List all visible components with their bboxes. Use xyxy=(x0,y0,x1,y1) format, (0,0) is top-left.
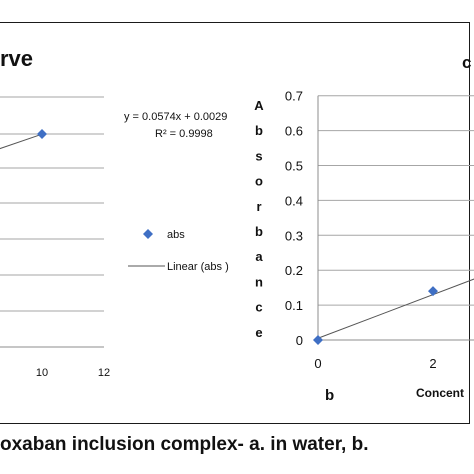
chart-a-plot xyxy=(0,129,104,348)
chart-b-y-axis-label-letter: c xyxy=(255,300,262,315)
chart-a-equation: y = 0.0574x + 0.0029 xyxy=(124,111,227,123)
chart-b-y-tick-label: 0 xyxy=(296,333,303,348)
chart-b-y-axis-label-letter: n xyxy=(255,274,263,289)
chart-b-panel-label: b xyxy=(325,387,334,404)
chart-a-title: rve xyxy=(0,46,33,71)
chart-a-legend-marker xyxy=(143,229,153,239)
chart-b-y-tick-label: 0.2 xyxy=(285,263,303,278)
chart-b-x-tick-label: 0 xyxy=(314,356,321,371)
chart-a-x-tick-label: 12 xyxy=(98,367,110,379)
chart-b-tick-labels: 00.10.20.30.40.50.60.7024 xyxy=(285,89,437,371)
chart-b-y-tick-label: 0.5 xyxy=(285,159,303,174)
chart-b-x-tick-label: 2 xyxy=(429,356,436,371)
chart-b-y-tick-label: 0.1 xyxy=(285,298,303,313)
chart-b-gridlines xyxy=(318,95,474,306)
chart-b-y-axis-label-letter: o xyxy=(255,174,263,189)
chart-b-data-point xyxy=(428,286,438,297)
chart-b-y-axis-label-letter: r xyxy=(256,199,261,214)
chart-b-trendline xyxy=(317,278,474,339)
chart-b-y-tick-label: 0.3 xyxy=(285,228,303,243)
chart-a-data-point xyxy=(37,129,47,139)
chart-a-trendline xyxy=(0,133,43,150)
chart-b-y-axis-label-letter: a xyxy=(255,249,263,264)
figure-frame xyxy=(0,22,470,424)
chart-b-y-axis-label-letter: A xyxy=(254,98,264,113)
chart-b-y-tick-label: 0.6 xyxy=(285,124,303,139)
chart-a-gridlines xyxy=(0,96,104,312)
chart-a-x-tick-label: 10 xyxy=(36,367,48,379)
figure-caption: oxaban inclusion complex- a. in water, b… xyxy=(0,434,369,455)
chart-b-title: c xyxy=(462,53,471,72)
chart-b-plot xyxy=(313,95,474,345)
chart-b-y-tick-label: 0.7 xyxy=(285,89,303,104)
chart-a-legend-linear: Linear (abs ) xyxy=(167,261,229,273)
chart-a-tick-labels: 10 12 xyxy=(36,367,110,379)
chart-b-y-axis-label-letter: s xyxy=(255,148,262,163)
chart-b-y-tick-label: 0.4 xyxy=(285,193,303,208)
chart-a-legend-abs: abs xyxy=(167,229,185,241)
chart-b-y-axis-label-letter: b xyxy=(255,123,263,138)
chart-b-x-axis-label: Concent xyxy=(416,386,464,400)
chart-a-r-squared: R² = 0.9998 xyxy=(155,128,213,140)
chart-b-y-axis-label-letter: e xyxy=(255,325,262,340)
chart-b-data-point xyxy=(313,335,323,345)
chart-b-y-axis-label-letter: b xyxy=(255,224,263,239)
